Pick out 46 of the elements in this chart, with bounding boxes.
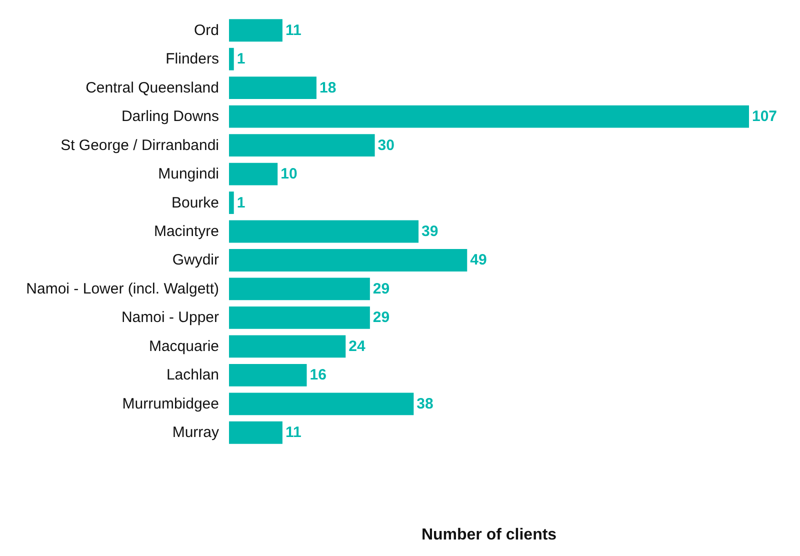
data-label: 16 [310,366,326,384]
y-tick-label: Ord [194,22,219,39]
bar [229,335,346,358]
data-label: 107 [752,108,778,126]
data-label: 39 [422,223,438,240]
y-tick-label: Bourke [171,194,219,212]
bar [229,278,370,300]
bar [229,392,414,416]
bar [229,134,375,157]
data-label: 24 [348,338,366,355]
y-tick-label: Mungindi [158,166,219,183]
bar [229,48,234,70]
bar [229,105,749,128]
bar [229,19,282,42]
y-tick-label: Namoi - Lower (incl. Walgett) [26,280,219,298]
y-tick-label: Gwydir [172,252,220,269]
data-label: 29 [372,280,390,298]
y-tick-label: Darling Downs [121,108,219,126]
data-label: 11 [285,22,302,39]
data-label: 30 [378,136,394,154]
bar [229,220,419,243]
bar [229,421,282,444]
y-tick-label: Murrumbidgee [122,395,219,412]
y-tick-label: Namoi - Upper [121,309,220,326]
data-label: 10 [280,166,298,183]
data-label: 11 [285,424,302,442]
y-tick-label: Central Queensland [86,79,219,96]
y-tick-label: Flinders [166,50,219,68]
bar [229,249,468,272]
y-tick-label: Macintyre [154,223,219,240]
bar [229,364,307,386]
data-label: 1 [236,50,246,68]
bar [229,162,278,186]
data-label: 18 [319,79,336,96]
y-tick-label: Lachlan [166,366,219,384]
data-label: 38 [416,395,434,412]
bar [229,192,234,214]
bar [229,306,370,329]
data-label: 49 [470,252,487,269]
data-label: 1 [236,194,246,212]
y-tick-label: St George / Dirranbandi [60,136,219,154]
x-axis-title: Number of clients [421,526,557,544]
bar [229,76,316,100]
y-tick-label: Macquarie [148,338,219,355]
data-label: 29 [372,309,390,326]
y-tick-label: Murray [172,424,220,442]
